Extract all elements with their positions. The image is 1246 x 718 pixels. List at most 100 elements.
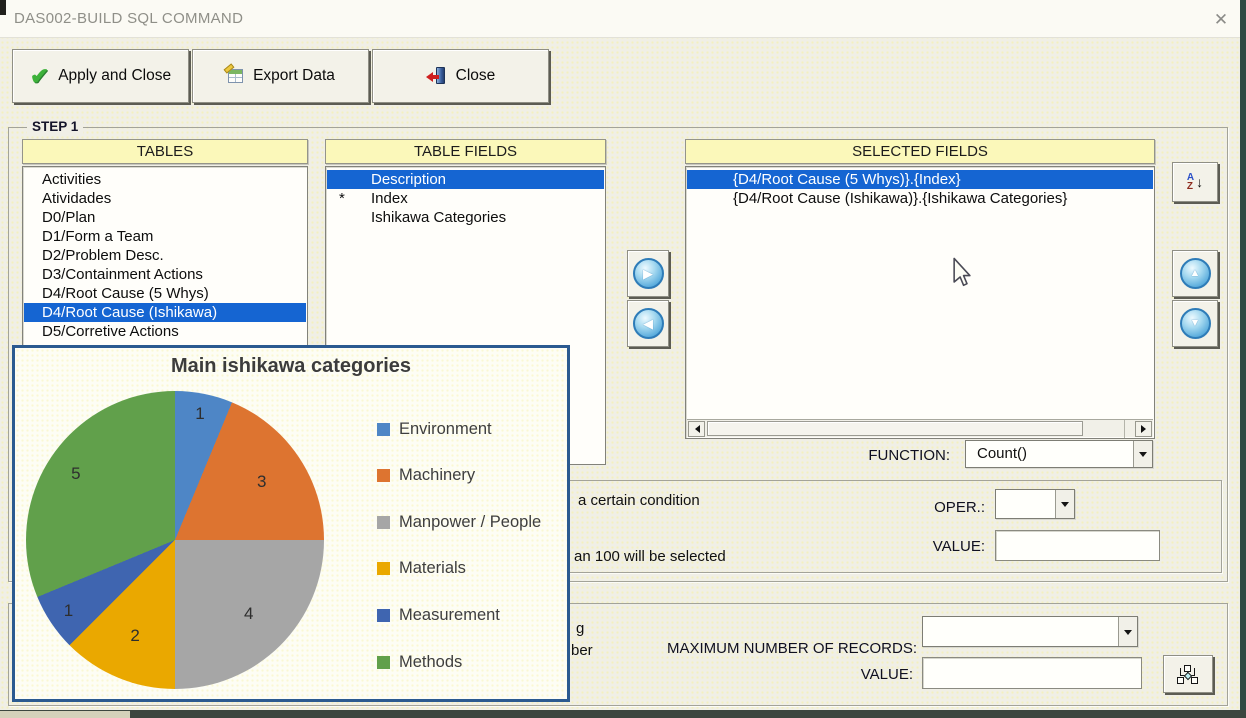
legend-swatch (377, 422, 390, 436)
mouse-cursor (953, 257, 971, 287)
legend-label: Environment (399, 419, 492, 438)
hierarchy-icon (1177, 664, 1199, 684)
legend-swatch (377, 562, 390, 576)
max-records-label: MAXIMUM NUMBER OF RECORDS: (666, 640, 917, 657)
dropdown-arrow-icon[interactable] (1133, 441, 1152, 467)
close-button[interactable]: Close (372, 49, 549, 103)
list-item-label: D4/Root Cause (Ishikawa) (42, 304, 218, 321)
pie-slice-label: 1 (63, 601, 74, 621)
list-item-label: {D4/Root Cause (5 Whys)}.{Index} (733, 171, 961, 188)
list-item-label: Description (371, 171, 447, 188)
hierarchy-button[interactable] (1163, 655, 1213, 693)
legend-label: Manpower / People (399, 512, 542, 531)
max-records-groupbox (8, 603, 1228, 706)
apply-and-close-button[interactable]: ✔ Apply and Close (12, 49, 189, 103)
arrow-down-icon: ▼ (1179, 308, 1211, 339)
selected-fields-header: SELECTED FIELDS (685, 139, 1155, 164)
oper-combobox[interactable] (995, 489, 1075, 519)
function-combobox[interactable]: Count() (965, 440, 1153, 468)
ishikawa-chart-overlay: Main ishikawa categories 1 3 4 2 1 5 Environm… (12, 345, 570, 702)
list-item-label: {D4/Root Cause (Ishikawa)}.{Ishikawa Cat… (733, 190, 1068, 207)
horizontal-scrollbar[interactable] (687, 419, 1153, 438)
close-icon[interactable]: ✕ (1213, 10, 1229, 29)
move-up-button[interactable]: ▲ (1172, 250, 1218, 297)
list-item-label: D0/Plan (42, 209, 96, 226)
step1-groupbox: STEP 1 (8, 119, 1228, 582)
list-item-label: Index (371, 190, 408, 207)
function-value: Count() (977, 445, 1028, 462)
pie-slice-label: 2 (130, 626, 140, 646)
legend-label: Machinery (399, 466, 476, 485)
move-left-button[interactable]: ◀ (627, 300, 669, 347)
scrollbar-thumb[interactable] (707, 421, 1083, 436)
max-records-combobox[interactable] (922, 616, 1138, 647)
tables-list-item[interactable]: D2/Problem Desc. (24, 246, 306, 265)
move-down-button[interactable]: ▼ (1172, 300, 1218, 347)
legend-label: Measurement (399, 605, 500, 624)
condition-text-fragment-1: a certain condition (578, 492, 700, 509)
export-icon (223, 63, 244, 84)
table-fields-list-item[interactable]: Description (327, 170, 604, 189)
titlebar: DAS002-BUILD SQL COMMAND ✕ (0, 0, 1246, 38)
legend-swatch (377, 655, 390, 669)
condition-value-input[interactable] (995, 530, 1160, 561)
export-data-button[interactable]: Export Data (192, 49, 369, 103)
check-icon: ✔ (29, 63, 50, 89)
move-right-button[interactable]: ▶ (627, 250, 669, 297)
tables-list-item[interactable]: D0/Plan (24, 208, 306, 227)
chart-title: Main ishikawa categories (170, 355, 412, 377)
legend-label: Methods (399, 652, 463, 671)
selected-fields-listbox[interactable]: {D4/Root Cause (5 Whys)}.{Index} {D4/Root… (685, 166, 1155, 439)
tables-list-item[interactable]: D4/Root Cause (5 Whys) (24, 284, 306, 303)
legend-swatch (377, 515, 390, 529)
list-item-label: D5/Corretive Actions (42, 323, 179, 340)
selected-fields-list-item[interactable]: {D4/Root Cause (5 Whys)}.{Index} (687, 170, 1153, 189)
table-fields-list-item[interactable]: Ishikawa Categories (327, 208, 604, 227)
pie-slice-label: 3 (256, 472, 267, 492)
arrow-right-icon: ▶ (632, 258, 664, 289)
list-item-label: Activities (42, 171, 102, 188)
bottom-text-fragment-1: g (576, 620, 585, 637)
window-edge-bottom-sliver (0, 711, 130, 718)
tables-list-item[interactable]: Atividades (24, 189, 306, 208)
tables-list-item[interactable]: D5/Corretive Actions (24, 322, 306, 341)
window-edge-right (1240, 0, 1246, 718)
tables-list-item[interactable]: D4/Root Cause (Ishikawa) (24, 303, 306, 322)
legend-item: Manpower / People (377, 513, 541, 531)
legend-item: Environment (377, 420, 492, 438)
window-corner-notch (0, 0, 6, 15)
window-edge-bottom (0, 710, 1246, 718)
pie-slice-label: 5 (71, 463, 81, 483)
legend-item: Machinery (377, 466, 476, 485)
pie-slice-label: 1 (195, 404, 205, 424)
condition-text-fragment-2: an 100 will be selected (574, 548, 726, 565)
list-item-label: D2/Problem Desc. (42, 247, 164, 264)
legend-item: Measurement (377, 606, 500, 624)
table-fields-header: TABLE FIELDS (325, 139, 606, 164)
list-item-label: D3/Containment Actions (42, 266, 203, 283)
table-fields-list-item[interactable]: * Index (327, 189, 604, 208)
tables-header: TABLES (22, 139, 308, 164)
tables-list-item[interactable]: D3/Containment Actions (24, 265, 306, 284)
tables-list-item[interactable]: Activities (24, 170, 306, 189)
legend-swatch (377, 608, 390, 622)
max-records-value (923, 617, 1118, 646)
oper-value (996, 490, 1055, 518)
selected-fields-list-item[interactable]: {D4/Root Cause (Ishikawa)}.{Ishikawa Cat… (687, 189, 1153, 208)
pie (26, 391, 324, 689)
step1-label: STEP 1 (27, 119, 84, 134)
scroll-right-icon[interactable] (1135, 421, 1152, 437)
window-title: DAS002-BUILD SQL COMMAND (14, 10, 244, 27)
asterisk-marker: * (339, 190, 345, 207)
bottom-text-fragment-2: ber (571, 642, 593, 659)
dropdown-arrow-icon[interactable] (1055, 490, 1074, 518)
legend-label: Materials (399, 559, 466, 578)
scroll-left-icon[interactable] (688, 421, 705, 437)
bottom-value-input[interactable] (922, 657, 1142, 689)
apply-and-close-label: Apply and Close (58, 67, 172, 84)
dropdown-arrow-icon[interactable] (1118, 617, 1137, 646)
tables-list-item[interactable]: D1/Form a Team (24, 227, 306, 246)
